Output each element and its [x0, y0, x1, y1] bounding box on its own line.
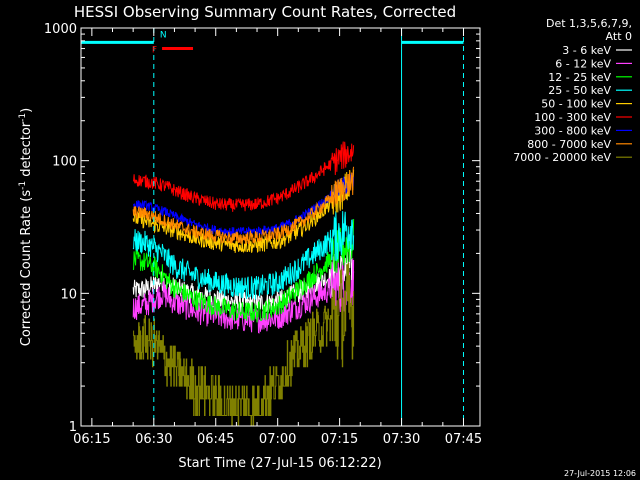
- night-flag-label: N: [160, 30, 167, 40]
- y-tick-label: 1000: [44, 22, 77, 37]
- legend-header-attenuator: Att 0: [606, 30, 632, 43]
- y-tick-label: 10: [60, 287, 77, 302]
- x-tick-label: 07:15: [321, 432, 358, 447]
- x-tick-label: 06:15: [73, 432, 110, 447]
- legend-entry-label: 50 - 100 keV: [541, 98, 611, 111]
- overlay-layer: FN: [80, 28, 464, 426]
- series-line-8: [132, 166, 355, 245]
- series-line-9: [133, 262, 355, 426]
- plot-frame: [80, 27, 481, 427]
- x-axis-label: Start Time (27-Jul-15 06:12:22): [178, 456, 381, 471]
- x-tick-label: 06:45: [197, 432, 234, 447]
- x-tick-label: 07:45: [445, 432, 482, 447]
- y-axis-label: Corrected Count Rate (s-1 detector-1): [18, 108, 34, 346]
- x-tick-label: 06:30: [135, 432, 172, 447]
- legend-entry-label: 6 - 12 keV: [555, 57, 611, 70]
- series-line-6: [132, 141, 355, 212]
- legend-entry-label: 800 - 7000 keV: [527, 138, 611, 151]
- legend-entry-label: 12 - 25 keV: [548, 71, 611, 84]
- x-axis: 06:15 06:30 06:45 07:00 07:15 07:30 07:45: [73, 28, 482, 447]
- series-line-4: [132, 211, 355, 300]
- legend-entry-label: 100 - 300 keV: [534, 111, 611, 124]
- x-tick-label: 07:30: [383, 432, 420, 447]
- y-tick-label: 100: [52, 155, 77, 170]
- legend-entry-label: 3 - 6 keV: [562, 44, 611, 57]
- legend-header-detectors: Det 1,3,5,6,7,9,: [546, 17, 632, 30]
- series-line-3: [132, 218, 355, 323]
- x-tick-label: 07:00: [259, 432, 296, 447]
- legend-entry-label: 25 - 50 keV: [548, 84, 611, 97]
- series-line-1: [132, 248, 355, 314]
- y-tick-label: 1: [69, 420, 77, 435]
- legend-entry-label: 300 - 800 keV: [534, 124, 611, 137]
- flare-flag-label: F: [152, 46, 157, 56]
- chart-title: HESSI Observing Summary Count Rates, Cor…: [74, 3, 456, 21]
- series-line-2: [132, 258, 355, 334]
- series-layer: [132, 141, 355, 426]
- y-axis: 1 10 100 1000: [44, 22, 480, 435]
- footer-timestamp: 27-Jul-2015 12:06: [564, 469, 636, 478]
- legend-entry-label: 7000 - 20000 keV: [513, 151, 611, 164]
